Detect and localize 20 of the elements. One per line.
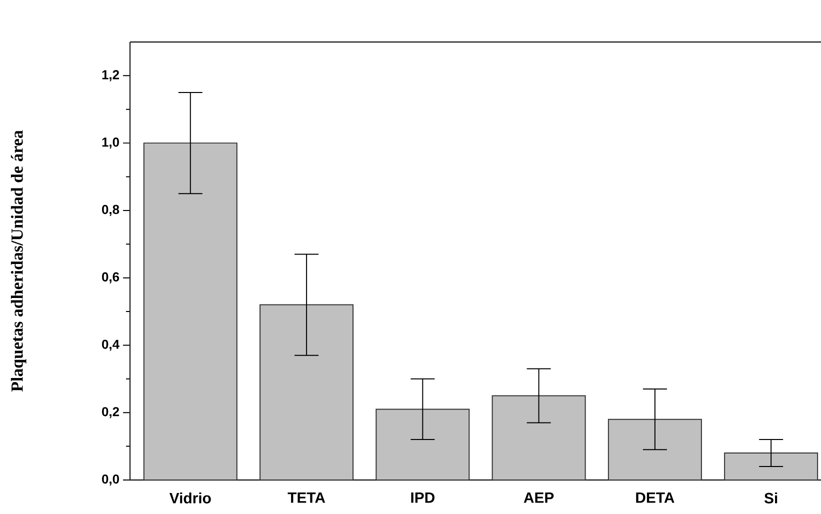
bar xyxy=(260,304,354,480)
y-tick-label: 1,0 xyxy=(102,138,119,149)
y-tick-label: 0,6 xyxy=(102,272,120,284)
bar xyxy=(608,418,702,480)
x-tick-label: IPD xyxy=(411,492,434,503)
bar xyxy=(492,395,586,480)
y-axis-title: Plaquetas adheridas/Unidad de área xyxy=(10,130,26,392)
x-tick-label: Vidrio xyxy=(169,492,211,504)
x-tick-label: DETA xyxy=(636,492,674,503)
y-tick-label: 0,0 xyxy=(102,474,119,486)
x-tick-label: AEP xyxy=(524,492,554,503)
y-tick-label: 0,4 xyxy=(102,340,120,351)
bar xyxy=(376,408,470,480)
x-tick-label: TETA xyxy=(288,492,326,503)
x-tick-label: Si xyxy=(764,492,778,504)
bar xyxy=(143,142,238,480)
y-tick-label: 1,2 xyxy=(102,70,119,82)
y-tick-label: 0,8 xyxy=(102,204,120,216)
y-tick-label: 0,2 xyxy=(102,407,119,418)
bar xyxy=(724,452,818,480)
